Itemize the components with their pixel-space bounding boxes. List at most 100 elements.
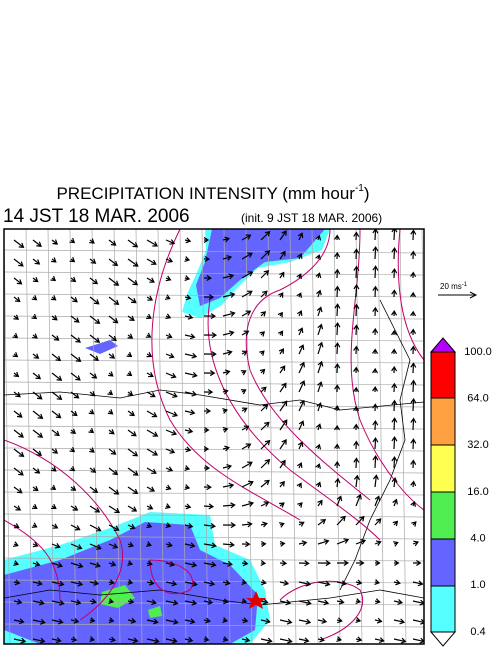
wind-arrow	[392, 498, 398, 507]
wind-arrow	[410, 438, 417, 450]
wind-arrow	[222, 579, 231, 586]
wind-arrow	[13, 505, 22, 511]
grid-line	[311, 229, 319, 644]
wind-arrow	[241, 541, 251, 548]
wind-arrow	[260, 459, 271, 469]
wind-arrow	[241, 461, 253, 469]
wind-arrow	[316, 289, 322, 298]
wind-arrow	[127, 296, 137, 304]
wind-arrow	[374, 559, 381, 567]
wind-arrow	[279, 419, 288, 431]
wind-arrow	[89, 467, 97, 473]
wind-arrow	[184, 256, 191, 263]
wind-arrow	[353, 366, 360, 374]
wind-arrow	[374, 495, 381, 507]
precip-moderate	[85, 340, 118, 354]
wind-arrow	[51, 372, 63, 381]
wind-arrow	[410, 501, 416, 507]
wind-arrow	[279, 439, 287, 450]
wind-arrow	[146, 486, 156, 492]
grid-line	[355, 229, 363, 644]
wind-arrow	[184, 561, 198, 568]
grid-line	[4, 337, 424, 342]
wind-arrow	[222, 236, 230, 243]
wind-arrow	[297, 327, 304, 336]
wind-arrow	[184, 618, 196, 625]
wind-arrow	[334, 384, 341, 393]
wind-arrow	[241, 636, 251, 643]
wind-arrow	[260, 270, 270, 279]
wind-arrow	[391, 399, 398, 412]
colorbar-cell	[430, 444, 456, 493]
wind-arrow	[241, 407, 248, 413]
wind-arrow	[222, 482, 235, 489]
wind-arrow	[298, 399, 305, 412]
wind-arrow	[222, 636, 229, 643]
wind-arrow	[222, 311, 236, 317]
wind-arrow	[260, 403, 269, 412]
wind-arrow	[146, 410, 158, 418]
wind-arrow	[259, 368, 266, 375]
wind-arrow	[13, 523, 20, 529]
wind-arrow	[127, 523, 136, 530]
wind-arrow	[51, 543, 61, 549]
wind-arrow	[127, 617, 137, 624]
wind-arrow	[51, 391, 63, 401]
wind-arrow	[203, 351, 217, 358]
wind-arrow	[70, 334, 81, 343]
wind-arrow	[372, 348, 379, 355]
wind-arrow	[107, 409, 114, 415]
wind-arrow	[89, 353, 99, 361]
wind-arrow	[127, 579, 134, 586]
wind-arrow	[32, 467, 41, 474]
wind-arrow	[222, 330, 235, 337]
wind-arrow	[89, 636, 96, 643]
wind-arrow	[297, 310, 303, 317]
wind-arrow	[108, 543, 119, 549]
wind-arrow	[241, 521, 253, 528]
wind-arrow	[336, 495, 343, 507]
wind-arrow	[279, 382, 287, 393]
wind-arrow	[70, 428, 77, 434]
wind-arrow	[279, 502, 285, 508]
wind-arrow	[70, 524, 81, 531]
wind-arrow	[108, 505, 121, 513]
wind-arrow	[50, 484, 57, 491]
wind-arrow	[165, 618, 179, 625]
wind-arrow	[241, 290, 253, 298]
wind-arrow	[259, 350, 265, 356]
wind-arrow	[146, 522, 153, 529]
wind-arrow	[89, 617, 96, 624]
grid-line	[223, 229, 231, 644]
wind-arrow	[146, 579, 155, 586]
grid-line	[421, 229, 424, 392]
wind-arrow	[88, 409, 95, 415]
wind-arrow	[108, 334, 117, 342]
map-frame	[3, 228, 425, 645]
grid-line	[25, 229, 33, 644]
wind-arrow	[146, 352, 153, 358]
wind-arrow	[184, 371, 198, 378]
wind-arrow	[13, 637, 27, 644]
wind-arrow	[70, 543, 83, 550]
wind-arrow	[412, 540, 420, 547]
wind-arrow	[203, 599, 214, 605]
wind-arrow	[353, 324, 360, 336]
wind-arrow	[260, 290, 268, 298]
wind-arrow	[32, 391, 43, 400]
wind-arrow	[391, 365, 398, 374]
wind-arrow	[353, 457, 360, 469]
grid-line	[4, 271, 424, 276]
wind-arrow	[393, 618, 406, 625]
wind-arrow	[372, 454, 379, 469]
colorbar-cell	[430, 491, 456, 540]
wind-arrow	[51, 503, 57, 510]
wind-arrow	[184, 542, 196, 549]
wind-arrow	[222, 445, 230, 452]
wind-arrow	[277, 330, 284, 337]
grid-line	[201, 229, 209, 644]
wind-arrow	[334, 251, 341, 260]
wind-arrow	[391, 417, 398, 431]
wind-arrow	[374, 540, 382, 546]
